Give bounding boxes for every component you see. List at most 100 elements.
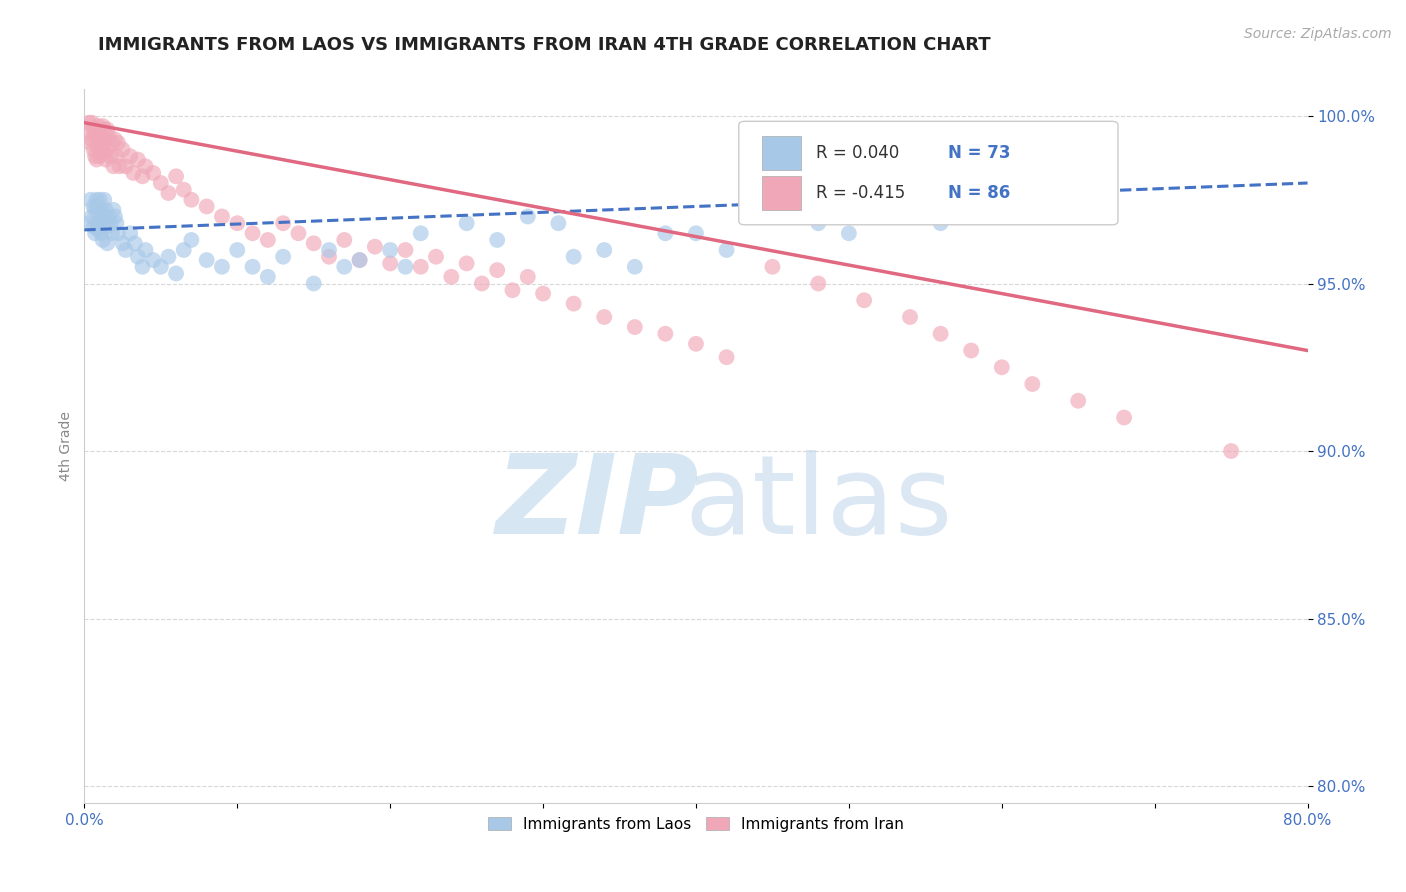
- Point: [180, 193, 202, 207]
- Point: [271, 216, 294, 230]
- Point: [761, 260, 783, 274]
- Point: [111, 236, 134, 251]
- Point: [562, 296, 585, 310]
- Point: [349, 253, 371, 268]
- Point: [149, 260, 172, 274]
- Point: [716, 350, 738, 364]
- Point: [86, 193, 108, 207]
- Point: [83, 122, 105, 136]
- Point: [929, 216, 952, 230]
- Point: [87, 202, 110, 217]
- Text: R = 0.040: R = 0.040: [815, 144, 898, 161]
- Text: ZIP: ZIP: [496, 450, 700, 557]
- Point: [135, 243, 157, 257]
- Point: [195, 199, 218, 213]
- Point: [91, 233, 114, 247]
- Point: [226, 243, 249, 257]
- Point: [105, 149, 128, 163]
- Point: [80, 116, 103, 130]
- Point: [93, 145, 115, 160]
- Point: [84, 126, 107, 140]
- Point: [929, 326, 952, 341]
- Point: [380, 256, 402, 270]
- Point: [120, 227, 142, 241]
- Point: [114, 159, 136, 173]
- Point: [960, 343, 983, 358]
- Point: [440, 269, 463, 284]
- Point: [149, 176, 172, 190]
- Point: [105, 216, 128, 230]
- Point: [120, 149, 142, 163]
- Point: [409, 260, 432, 274]
- Point: [593, 243, 616, 257]
- Text: atlas: atlas: [685, 450, 952, 557]
- Point: [79, 136, 101, 150]
- Point: [333, 260, 356, 274]
- Point: [135, 159, 157, 173]
- Point: [226, 216, 249, 230]
- Point: [86, 153, 108, 167]
- Point: [547, 216, 569, 230]
- Point: [94, 132, 117, 146]
- Point: [242, 227, 264, 241]
- Point: [80, 210, 103, 224]
- Point: [165, 267, 187, 281]
- Point: [257, 269, 280, 284]
- Point: [716, 243, 738, 257]
- Point: [87, 223, 110, 237]
- Point: [869, 202, 891, 217]
- Point: [101, 227, 124, 241]
- Point: [853, 293, 876, 308]
- Point: [108, 159, 131, 173]
- Point: [173, 183, 195, 197]
- Point: [87, 139, 110, 153]
- Point: [898, 310, 921, 324]
- Point: [103, 202, 125, 217]
- Point: [83, 143, 105, 157]
- Point: [101, 136, 124, 150]
- Point: [127, 153, 149, 167]
- Point: [87, 119, 110, 133]
- Point: [624, 260, 647, 274]
- Point: [142, 253, 165, 268]
- Point: [124, 236, 146, 251]
- Point: [84, 149, 107, 163]
- Point: [157, 186, 180, 200]
- Point: [211, 210, 233, 224]
- Point: [991, 360, 1014, 375]
- Point: [96, 236, 118, 251]
- Point: [131, 169, 153, 184]
- Point: [103, 159, 125, 173]
- Point: [593, 310, 616, 324]
- Text: Source: ZipAtlas.com: Source: ZipAtlas.com: [1244, 27, 1392, 41]
- Point: [97, 210, 120, 224]
- Point: [84, 202, 107, 217]
- Point: [486, 263, 509, 277]
- Point: [838, 227, 860, 241]
- Point: [180, 233, 202, 247]
- Point: [456, 216, 478, 230]
- Text: N = 86: N = 86: [948, 184, 1010, 202]
- Point: [1220, 444, 1243, 458]
- Legend: Immigrants from Laos, Immigrants from Iran: Immigrants from Laos, Immigrants from Ir…: [481, 811, 911, 838]
- Point: [318, 243, 340, 257]
- Point: [89, 216, 111, 230]
- FancyBboxPatch shape: [762, 176, 801, 210]
- Point: [761, 210, 783, 224]
- Point: [91, 210, 114, 224]
- Point: [93, 212, 115, 227]
- Point: [364, 240, 387, 254]
- Point: [807, 277, 830, 291]
- Text: IMMIGRANTS FROM LAOS VS IMMIGRANTS FROM IRAN 4TH GRADE CORRELATION CHART: IMMIGRANTS FROM LAOS VS IMMIGRANTS FROM …: [98, 36, 991, 54]
- Point: [90, 227, 112, 241]
- Point: [271, 250, 294, 264]
- Point: [287, 227, 309, 241]
- Point: [302, 236, 325, 251]
- Point: [991, 193, 1014, 207]
- Point: [685, 227, 707, 241]
- Point: [93, 122, 115, 136]
- Point: [93, 193, 115, 207]
- Point: [107, 227, 129, 241]
- Point: [79, 126, 101, 140]
- Point: [96, 143, 118, 157]
